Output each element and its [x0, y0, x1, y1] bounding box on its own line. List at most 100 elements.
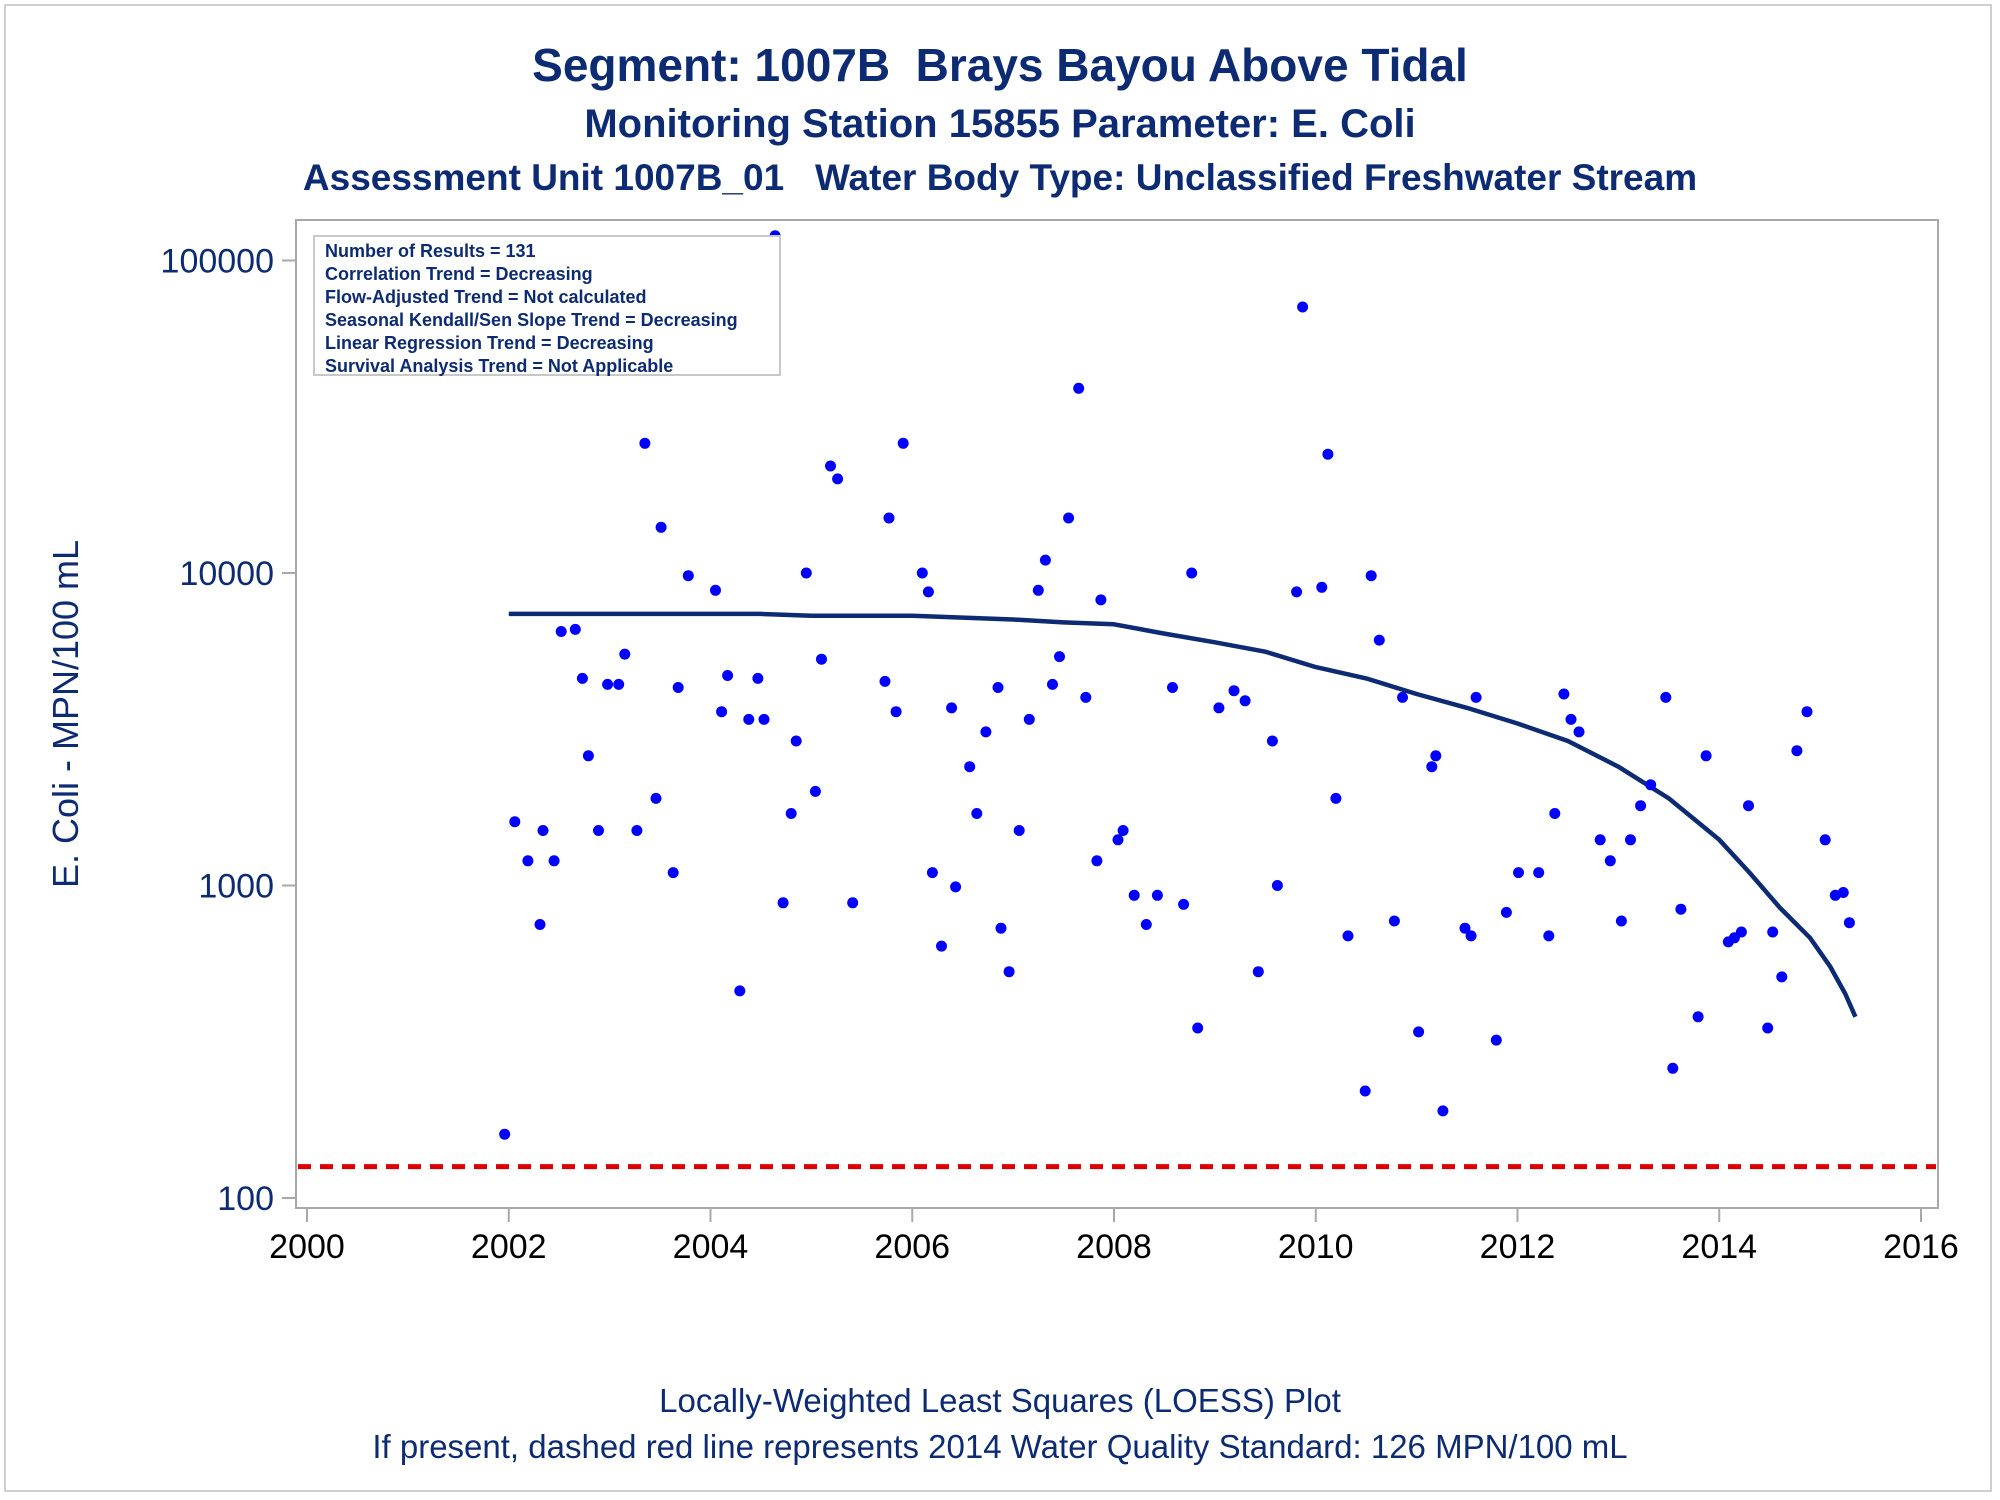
data-point — [816, 653, 827, 665]
data-point — [1167, 682, 1178, 693]
data-point — [936, 940, 947, 952]
data-point — [1762, 1022, 1774, 1034]
data-point — [1330, 792, 1342, 804]
data-point — [1459, 922, 1471, 934]
data-point — [672, 682, 684, 693]
x-tick-label: 2014 — [1681, 1228, 1757, 1266]
data-point — [639, 437, 651, 449]
data-point — [555, 626, 567, 637]
footnote-standard: If present, dashed red line represents 2… — [372, 1428, 1628, 1465]
data-point — [682, 570, 694, 582]
chart-frame — [4, 4, 1992, 1492]
data-point — [879, 675, 891, 687]
data-point — [1054, 651, 1065, 663]
x-tick-label: 2000 — [269, 1228, 345, 1266]
data-point — [722, 670, 734, 681]
data-point — [809, 785, 821, 797]
chart-subtitle: Monitoring Station 15855 Parameter: E. C… — [584, 102, 1416, 146]
data-point — [1228, 685, 1240, 697]
x-tick-label: 2008 — [1076, 1228, 1152, 1266]
data-point — [1625, 834, 1636, 846]
trend-stats-box: Number of Results = 131 Correlation Tren… — [313, 235, 781, 376]
data-point — [582, 750, 594, 762]
data-point — [1047, 678, 1058, 690]
chart-subtitle-2: Assessment Unit 1007B_01 Water Body Type… — [302, 157, 1698, 198]
data-point — [1513, 867, 1524, 879]
data-point — [1430, 750, 1442, 762]
data-point — [1700, 750, 1712, 762]
data-point — [613, 678, 625, 690]
data-point — [1266, 735, 1278, 747]
data-point — [1565, 713, 1577, 725]
data-point — [1359, 1085, 1371, 1097]
data-point — [593, 825, 604, 836]
data-point — [980, 726, 992, 738]
data-point — [964, 761, 976, 773]
data-point — [1095, 594, 1107, 606]
data-point — [825, 460, 836, 472]
data-point — [1667, 1062, 1679, 1074]
data-point — [499, 1128, 511, 1140]
data-point — [1533, 867, 1545, 879]
data-point — [1645, 779, 1657, 791]
data-point — [1500, 906, 1512, 918]
data-point — [1080, 691, 1092, 703]
y-tick-label: 100000 — [161, 243, 274, 281]
data-point — [1186, 567, 1198, 579]
data-point — [1213, 702, 1225, 714]
data-point — [890, 706, 902, 718]
data-point — [1291, 586, 1303, 598]
data-point — [1239, 695, 1251, 707]
data-point — [758, 713, 770, 725]
data-point — [1013, 825, 1025, 836]
data-point — [777, 897, 789, 909]
data-point — [1128, 889, 1140, 901]
data-point — [926, 867, 938, 879]
data-point — [1675, 903, 1687, 915]
data-point — [655, 521, 667, 533]
data-point — [785, 808, 797, 819]
stat-linear-regression-trend: Linear Regression Trend = Decreasing — [325, 333, 654, 353]
x-tick-label: 2002 — [471, 1228, 547, 1266]
data-point — [534, 919, 546, 930]
data-point — [832, 473, 844, 485]
data-point — [1117, 825, 1129, 836]
y-tick-label: 100 — [217, 1180, 274, 1218]
data-point — [1373, 634, 1385, 646]
loess-curve — [508, 611, 1858, 1018]
data-point — [1151, 889, 1163, 901]
data-point — [1660, 691, 1672, 703]
stat-correlation-trend: Correlation Trend = Decreasing — [325, 264, 593, 284]
data-point — [1388, 915, 1400, 927]
data-point — [752, 672, 764, 684]
data-point — [883, 512, 895, 524]
data-point — [710, 584, 721, 596]
data-point — [1437, 1105, 1449, 1117]
data-point — [1003, 966, 1015, 978]
data-point — [1743, 800, 1754, 812]
data-point — [950, 881, 962, 893]
chart-title: Segment: 1007B Brays Bayou Above Tidal — [532, 39, 1468, 91]
data-point — [1413, 1026, 1425, 1038]
x-tick-label: 2006 — [874, 1228, 950, 1266]
data-point — [790, 735, 802, 747]
y-tick-label: 10000 — [179, 555, 274, 593]
stat-flow-adjusted-trend: Flow-Adjusted Trend = Not calculated — [325, 287, 647, 307]
data-point — [1558, 688, 1570, 700]
data-point — [1365, 570, 1377, 582]
data-point — [1073, 382, 1085, 394]
data-point — [1178, 898, 1190, 910]
data-point — [847, 897, 859, 909]
data-point — [1342, 930, 1354, 942]
data-point — [1322, 448, 1334, 460]
data-point — [1604, 855, 1616, 867]
data-point — [631, 825, 643, 836]
data-point — [1465, 930, 1477, 942]
data-point — [1819, 834, 1831, 846]
data-point — [602, 678, 614, 690]
data-point — [1140, 919, 1152, 930]
data-point — [897, 437, 909, 449]
data-point — [916, 567, 928, 579]
data-point — [1297, 301, 1309, 313]
data-point — [995, 922, 1007, 934]
